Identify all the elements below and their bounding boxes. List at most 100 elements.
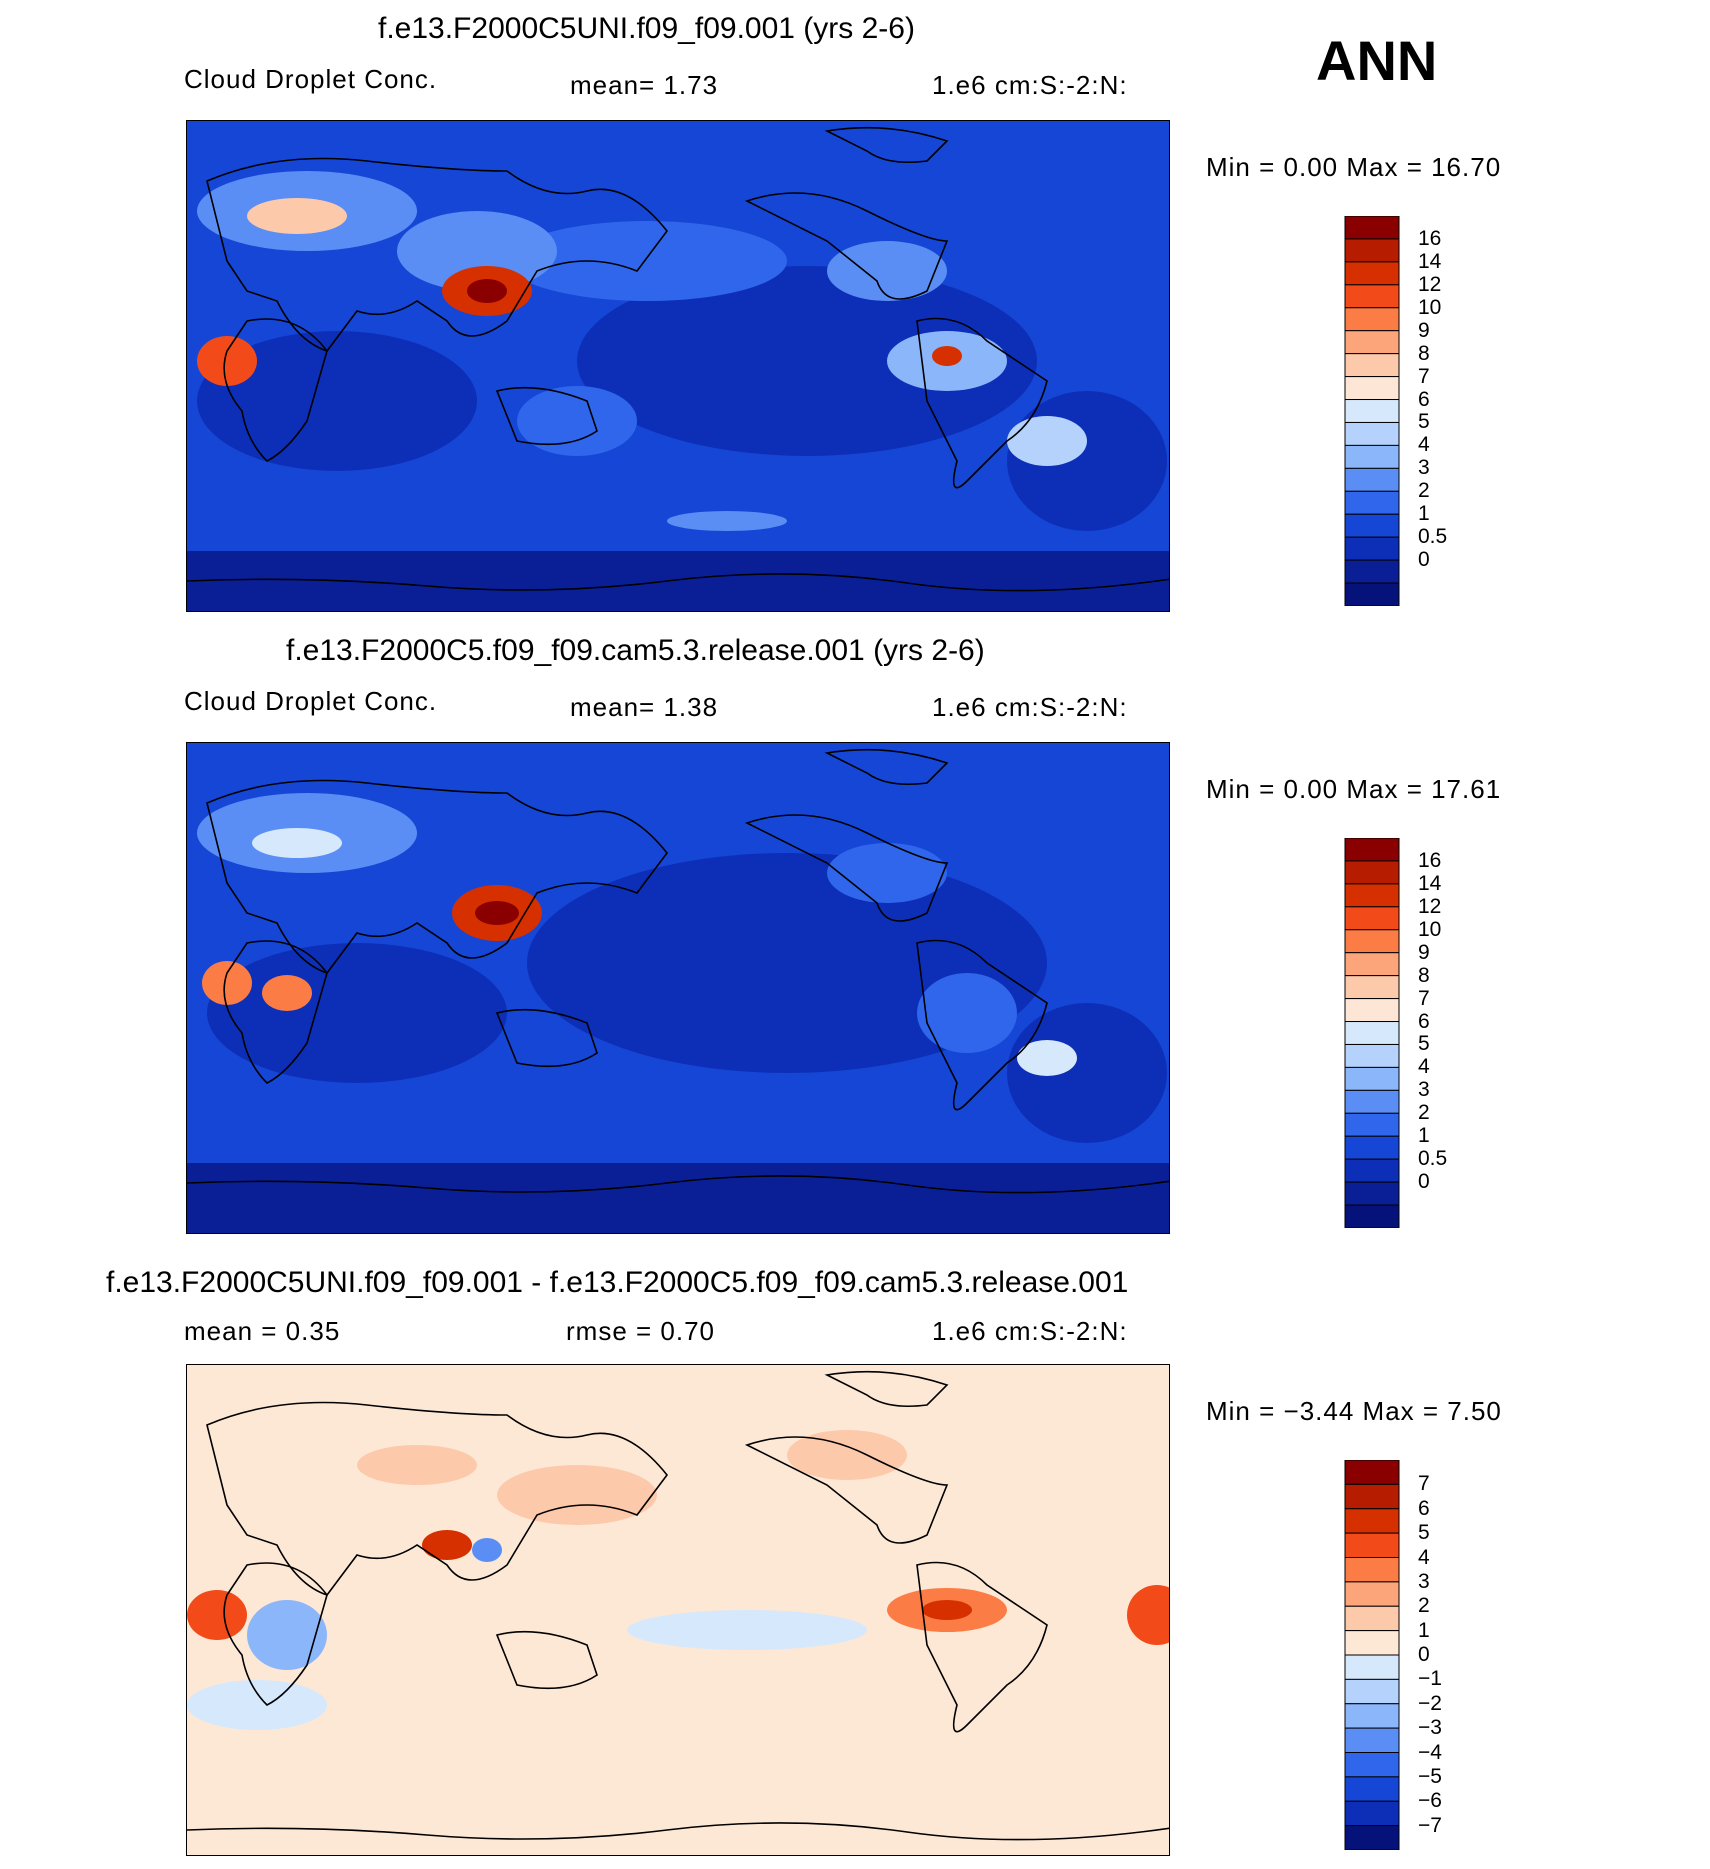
colorbar-swatch [1344, 1581, 1400, 1607]
colorbar-swatch [1344, 284, 1400, 309]
colorbar-swatch [1344, 1557, 1400, 1583]
colorbar-tick-label: −1 [1418, 1667, 1442, 1691]
colorbar-tick-label: 9 [1418, 318, 1430, 342]
colorbar-tick-label: 4 [1418, 1545, 1430, 1569]
colorbar-swatch [1344, 216, 1400, 240]
panel3-title: f.e13.F2000C5UNI.f09_f09.001 - f.e13.F20… [106, 1266, 1129, 1299]
colorbar-swatch [1344, 929, 1400, 954]
colorbar-tick-label: 3 [1418, 456, 1430, 480]
colorbar-swatch [1344, 353, 1400, 378]
colorbar-tick-label: 6 [1418, 1496, 1430, 1520]
panel3-minmax: Min = −3.44 Max = 7.50 [1206, 1396, 1502, 1426]
colorbar-tick-label: 14 [1418, 249, 1442, 273]
colorbar-tick-label: 8 [1418, 341, 1430, 365]
colorbar-swatch [1344, 1204, 1400, 1228]
colorbar-swatch [1344, 536, 1400, 561]
colorbar-tick-label: 5 [1418, 1032, 1430, 1056]
colorbar-swatch [1344, 1483, 1400, 1510]
colorbar-swatch [1344, 1089, 1400, 1114]
colorbar-tick-label: 6 [1418, 1009, 1430, 1033]
colorbar-swatch [1344, 421, 1400, 446]
colorbar-tick-label: 9 [1418, 940, 1430, 964]
colorbar-tick-label: 7 [1418, 986, 1430, 1010]
colorbar-tick-label: 2 [1418, 1101, 1430, 1125]
colorbar-swatch [1344, 490, 1400, 515]
panel2-units: 1.e6 cm:S:-2:N: [932, 692, 1128, 722]
colorbar-swatch [1344, 1605, 1400, 1632]
panel1-variable: Cloud Droplet Conc. [184, 64, 438, 94]
colorbar-swatch [1344, 261, 1400, 286]
colorbar-tick-label: 10 [1418, 917, 1442, 941]
colorbar-tick-label: 1 [1418, 502, 1430, 526]
colorbar-tick-label: −3 [1418, 1716, 1442, 1740]
panel3-units: 1.e6 cm:S:-2:N: [932, 1316, 1128, 1346]
panel1-minmax: Min = 0.00 Max = 16.70 [1206, 152, 1502, 182]
colorbar-tick-label: 7 [1418, 364, 1430, 388]
colorbar-tick-label: 1 [1418, 1618, 1430, 1642]
colorbar-swatch [1344, 838, 1400, 862]
colorbar-swatch [1344, 1654, 1400, 1680]
colorbar-swatch [1344, 1800, 1400, 1827]
colorbar-tick-label: 8 [1418, 963, 1430, 987]
panel2-mean: mean= 1.38 [570, 692, 719, 722]
colorbar-swatch [1344, 1043, 1400, 1068]
panel1-mean: mean= 1.73 [570, 70, 719, 100]
colorbar-swatch [1344, 1021, 1400, 1045]
colorbar-tick-label: 2 [1418, 1594, 1430, 1618]
colorbar-tick-label: 5 [1418, 1521, 1430, 1545]
colorbar-swatch [1344, 376, 1400, 401]
panel2-minmax: Min = 0.00 Max = 17.61 [1206, 774, 1502, 804]
colorbar-swatch [1344, 1630, 1400, 1656]
colorbar-swatch [1344, 1532, 1400, 1558]
colorbar-tick-label: 0 [1418, 1170, 1430, 1194]
colorbar-swatch [1344, 330, 1400, 355]
colorbar-swatch [1344, 1460, 1400, 1485]
colorbar-swatch [1344, 1752, 1400, 1778]
colorbar-swatch [1344, 883, 1400, 908]
colorbar-tick-label: −5 [1418, 1764, 1442, 1788]
colorbar-swatch [1344, 559, 1400, 584]
colorbar-tick-label: 0 [1418, 1643, 1430, 1666]
colorbar-swatch [1344, 906, 1400, 931]
colorbar-swatch [1344, 1776, 1400, 1802]
panel3-rmse: rmse = 0.70 [566, 1316, 716, 1346]
colorbar-swatch [1344, 998, 1400, 1023]
colorbar-swatch [1344, 1727, 1400, 1753]
colorbar-swatch [1344, 1678, 1400, 1705]
colorbar-tick-label: 7 [1418, 1472, 1430, 1496]
colorbar-tick-label: 1 [1418, 1124, 1430, 1148]
colorbar-swatch [1344, 952, 1400, 977]
panel3-map [186, 1364, 1170, 1856]
panel2-title: f.e13.F2000C5.f09_f09.cam5.3.release.001… [286, 634, 985, 667]
season-label: ANN [1316, 29, 1438, 92]
colorbar-tick-label: 10 [1418, 295, 1442, 319]
colorbar-tick-label: 4 [1418, 1055, 1430, 1079]
colorbar-swatch [1344, 399, 1400, 423]
colorbar-swatch [1344, 1158, 1400, 1183]
colorbar-tick-label: 0.5 [1418, 1147, 1448, 1171]
colorbar-swatch [1344, 238, 1400, 263]
colorbar-swatch [1344, 582, 1400, 606]
colorbar-swatch [1344, 307, 1400, 332]
panel1-units: 1.e6 cm:S:-2:N: [932, 70, 1128, 100]
colorbar-tick-label: 6 [1418, 387, 1430, 411]
colorbar-swatch [1344, 975, 1400, 1000]
colorbar-tick-label: 5 [1418, 410, 1430, 434]
colorbar-tick-label: 2 [1418, 479, 1430, 503]
colorbar-swatch [1344, 1181, 1400, 1206]
colorbar-tick-label: 3 [1418, 1078, 1430, 1102]
panel3-colorbar [1344, 1460, 1400, 1850]
panel3-mean: mean = 0.35 [184, 1316, 341, 1346]
colorbar-tick-label: −7 [1418, 1813, 1442, 1837]
panel1-colorbar [1344, 216, 1400, 606]
colorbar-swatch [1344, 860, 1400, 885]
colorbar-tick-label: 0.5 [1418, 525, 1448, 549]
colorbar-swatch [1344, 1825, 1400, 1850]
colorbar-tick-label: 0 [1418, 548, 1430, 572]
colorbar-tick-label: −2 [1418, 1691, 1442, 1715]
colorbar-tick-label: 4 [1418, 433, 1430, 457]
panel1-title: f.e13.F2000C5UNI.f09_f09.001 (yrs 2-6) [378, 12, 915, 45]
colorbar-swatch [1344, 1066, 1400, 1091]
colorbar-swatch [1344, 1112, 1400, 1137]
